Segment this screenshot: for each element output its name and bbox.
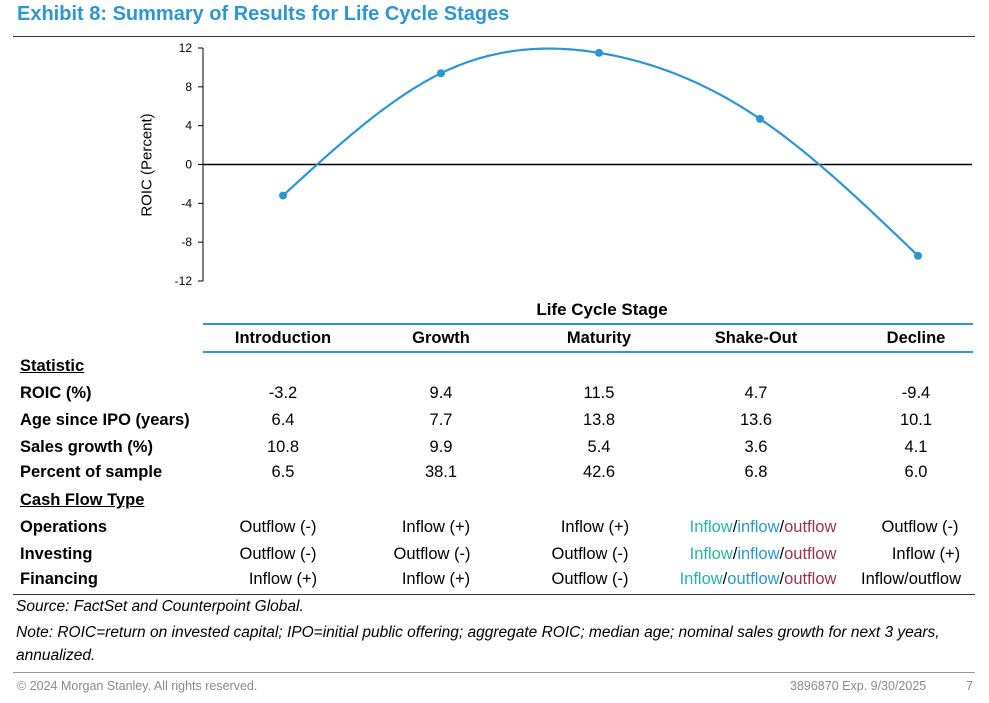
cell-operations-decline: Outflow (-) [881,518,959,536]
cell-sales-maturity: 5.4 [587,438,611,456]
col-header-growth: Growth [412,329,470,347]
cell-sample-growth: 38.1 [424,463,458,481]
cell-roic-decline: -9.4 [901,384,931,402]
cell-investing-decline: Inflow (+) [891,545,961,563]
shakeout-investing-sep-2: / [779,545,785,563]
shakeout-financing-part-1: Inflow [679,570,723,588]
shakeout-financing-sep-1: / [722,570,728,588]
cell-sample-maturity: 42.6 [582,463,616,481]
shakeout-financing-part-3: outflow [784,570,837,588]
cell-sales-introduction: 10.8 [266,438,300,456]
cell-roic-shake-out: 4.7 [744,384,768,402]
cell-investing-introduction: Outflow (-) [239,545,317,563]
cell-sales-shake-out: 3.6 [744,438,768,456]
cell-operations-introduction: Outflow (-) [239,518,317,536]
cell-investing-growth: Outflow (-) [393,545,471,563]
table-bottom-rule [13,594,975,595]
roic-curve [282,47,919,257]
data-point-maturity [595,48,603,57]
table-header-top-rule [203,323,973,325]
row-label-investing: Investing [20,545,93,563]
cell-sample-introduction: 6.5 [271,463,295,481]
y-tick-label: -12 [175,274,193,288]
col-header-shake-out: Shake-Out [714,329,798,347]
shakeout-operations-sep-2: / [779,518,785,536]
y-axis-label: ROIC (Percent) [138,113,156,217]
cell-financing-shake-out: Inflow/outflow/outflow [680,570,837,589]
cell-operations-shake-out: Inflow/inflow/outflow [690,518,837,537]
row-label-roic: ROIC (%) [20,384,92,402]
copyright-text: © 2024 Morgan Stanley. All rights reserv… [17,679,258,693]
cell-roic-growth: 9.4 [429,384,453,402]
cell-roic-introduction: -3.2 [268,384,298,402]
y-tick-label: -4 [181,196,192,210]
shakeout-investing-part-2: inflow [737,545,780,563]
col-header-decline: Decline [886,329,946,347]
cell-sample-decline: 6.0 [904,463,928,481]
cell-investing-shake-out: Inflow/inflow/outflow [690,545,837,564]
statistic-section-header: Statistic [20,357,85,375]
footnote: Note: ROIC=return on invested capital; I… [16,624,940,664]
table-header-bottom-rule [203,351,973,353]
cash-flow-section-header: Cash Flow Type [20,491,145,509]
cell-age-shake-out: 13.6 [739,411,773,429]
y-tick-label: -8 [181,235,192,249]
row-label-operations: Operations [20,518,108,536]
shakeout-financing-sep-2: / [779,570,785,588]
data-point-decline [914,251,922,260]
col-header-maturity: Maturity [566,329,632,347]
page-number: 7 [966,679,973,693]
roic-line-chart: 12 8 4 0 -4 -8 -12 [175,41,972,288]
cell-operations-maturity: Inflow (+) [560,518,630,536]
cell-operations-growth: Inflow (+) [401,518,471,536]
y-tick-label: 0 [185,158,192,172]
row-label-age-since-ipo: Age since IPO (years) [20,411,190,429]
shakeout-investing-part-3: outflow [784,545,837,563]
shakeout-operations-part-2: inflow [737,518,780,536]
shakeout-operations-part-1: Inflow [689,518,733,536]
shakeout-operations-sep-1: / [732,518,738,536]
exhibit-title: Exhibit 8: Summary of Results for Life C… [17,3,510,25]
source-note: Source: FactSet and Counterpoint Global. [16,598,304,615]
col-header-introduction: Introduction [234,329,332,347]
y-tick-label: 8 [185,80,192,94]
data-point-introduction [279,191,287,200]
cell-age-introduction: 6.4 [271,411,295,429]
row-label-sales-growth: Sales growth (%) [20,438,153,456]
cell-financing-growth: Inflow (+) [401,570,471,588]
cell-sample-shake-out: 6.8 [744,463,768,481]
cell-age-decline: 10.1 [899,411,933,429]
cell-investing-maturity: Outflow (-) [551,545,629,563]
cell-age-growth: 7.7 [429,411,453,429]
cell-financing-decline: Inflow/outflow [861,570,961,588]
cell-financing-maturity: Outflow (-) [551,570,629,588]
shakeout-operations-part-3: outflow [784,518,837,536]
cell-roic-maturity: 11.5 [583,384,615,402]
cell-age-maturity: 13.8 [582,411,616,429]
title-rule [13,36,975,37]
shakeout-investing-part-1: Inflow [689,545,733,563]
document-code: 3896870 Exp. 9/30/2025 [790,679,927,693]
cell-sales-growth: 9.9 [429,438,453,456]
footer-rule [13,672,975,673]
y-tick-label: 12 [179,41,193,55]
y-tick-label: 4 [185,119,192,133]
cell-financing-introduction: Inflow (+) [248,570,318,588]
cell-sales-decline: 4.1 [904,438,928,456]
shakeout-investing-sep-1: / [732,545,738,563]
x-axis-title: Life Cycle Stage [536,300,668,319]
row-label-financing: Financing [20,570,98,588]
row-label-percent-of-sample: Percent of sample [20,463,163,481]
data-point-shake-out [756,114,764,123]
data-point-growth [437,69,445,78]
shakeout-financing-part-2: outflow [727,570,780,588]
